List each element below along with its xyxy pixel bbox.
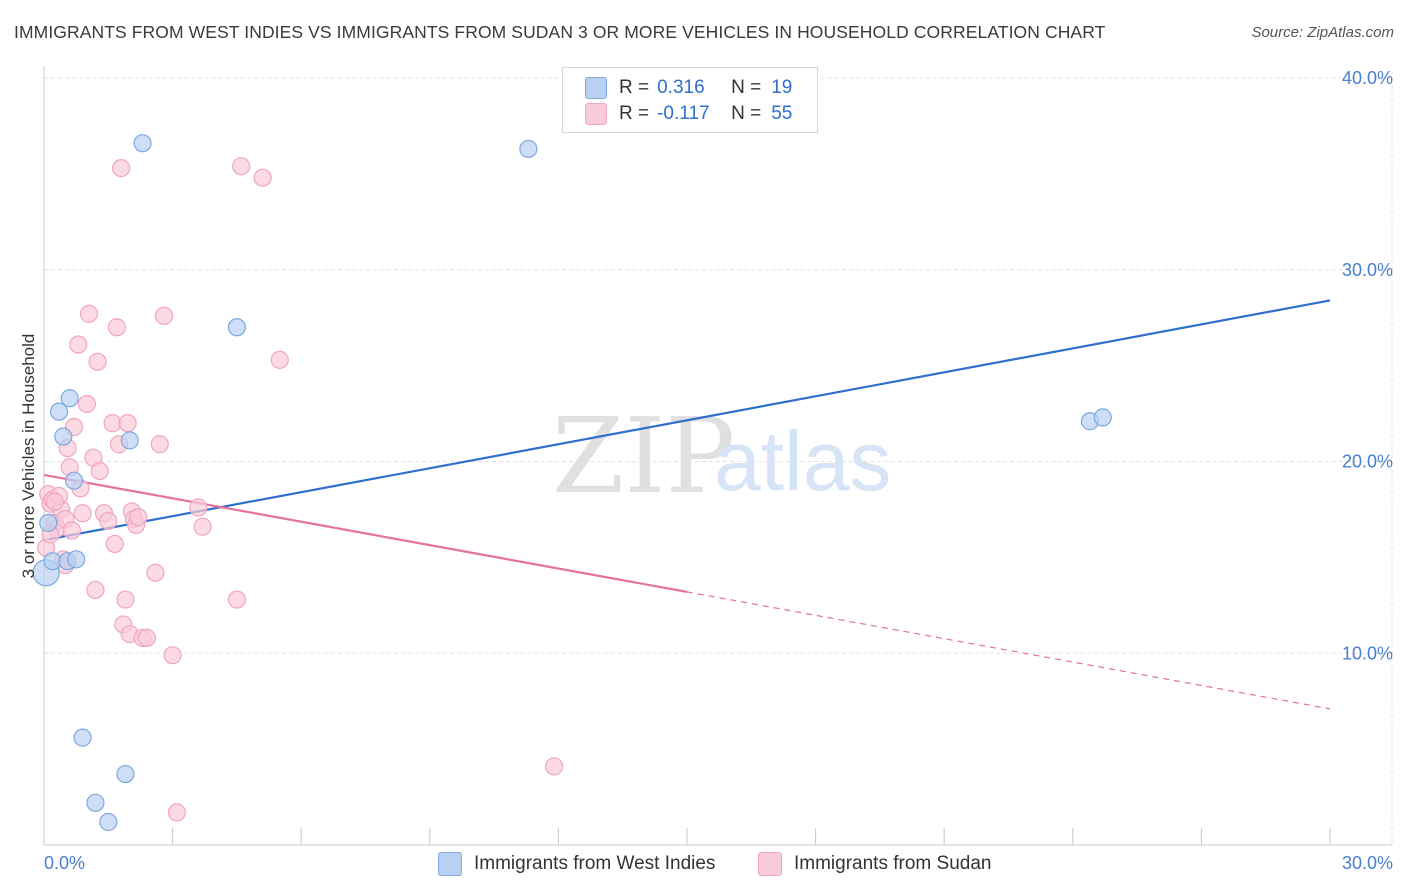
trend-line-0 [43, 299, 1331, 542]
data-point [77, 394, 96, 414]
data-point [73, 504, 92, 523]
data-point [99, 511, 118, 531]
data-point [150, 435, 169, 454]
data-point [90, 461, 109, 481]
legend-r-value: 0.316 [657, 77, 705, 98]
series-name-sudan: Immigrants from Sudan [794, 853, 992, 874]
data-point [133, 134, 152, 153]
data-point [146, 563, 165, 582]
y-axis-label: 3 or more Vehicles in Household [19, 334, 38, 579]
legend-row-sudan: R = -0.117 N = 55 [585, 102, 792, 126]
data-point [112, 159, 131, 178]
data-point [60, 389, 79, 408]
data-point [129, 508, 148, 527]
data-point [99, 812, 118, 832]
data-point [253, 168, 272, 187]
x-tick-label: 30.0% [1342, 853, 1393, 873]
trend-line-1 [43, 473, 688, 593]
series-legend-west-indies: Immigrants from West Indies [438, 852, 715, 876]
legend-row-west-indies: R = 0.316 N = 19 [585, 76, 792, 100]
data-point [107, 318, 126, 337]
data-point [519, 139, 538, 159]
data-point [137, 628, 156, 648]
data-point [64, 471, 84, 490]
series-name-west-indies: Immigrants from West Indies [474, 853, 716, 874]
grid-lines [44, 70, 1393, 845]
watermark-atlas: atlas [714, 414, 891, 508]
data-point [189, 498, 208, 517]
series-swatch-west-indies [438, 852, 462, 876]
legend-n-value: 55 [771, 103, 793, 124]
series-legend-sudan: Immigrants from Sudan [758, 852, 991, 876]
legend-swatch-west-indies [585, 77, 607, 99]
legend: R = 0.316 N = 19 R = -0.117 N = 55 [562, 67, 818, 133]
trend-line-dashed-1 [686, 591, 1331, 710]
data-point [116, 590, 135, 609]
watermark-zip: ZIP [552, 395, 735, 517]
data-point [45, 492, 64, 511]
data-point [118, 414, 137, 433]
source-credit: Source: ZipAtlas.com [1251, 24, 1394, 41]
x-tick-label: 0.0% [44, 853, 85, 873]
legend-n-label: N = [731, 77, 762, 98]
data-point [105, 534, 124, 554]
data-point [116, 764, 135, 784]
data-point [227, 318, 246, 337]
legend-n-value: 19 [771, 77, 793, 98]
data-point [54, 427, 73, 446]
y-tick-label: 30.0% [1342, 260, 1393, 280]
data-point [67, 550, 86, 569]
series-legend: Immigrants from West Indies Immigrants f… [0, 852, 1406, 878]
axes [43, 66, 1392, 846]
data-point [232, 157, 251, 176]
data-point [1093, 408, 1112, 427]
data-point [73, 728, 92, 747]
y-tick-label: 40.0% [1342, 68, 1393, 88]
data-point [167, 803, 186, 822]
data-point [86, 580, 105, 600]
data-point [86, 793, 105, 812]
y-tick-label: 20.0% [1342, 452, 1393, 472]
legend-r-value: -0.117 [657, 103, 710, 124]
data-point [154, 306, 174, 325]
data-point [88, 352, 107, 371]
trend-lines [43, 299, 1331, 710]
data-point [193, 517, 212, 536]
data-point [163, 646, 182, 665]
data-point [62, 521, 81, 540]
series-swatch-sudan [758, 852, 782, 876]
chart-title: IMMIGRANTS FROM WEST INDIES VS IMMIGRANT… [14, 22, 1106, 42]
y-tick-label: 10.0% [1342, 643, 1393, 663]
data-points [32, 134, 1112, 832]
watermark: ZIP atlas [552, 395, 891, 517]
data-point [79, 304, 99, 323]
legend-swatch-sudan [585, 103, 607, 125]
data-point [227, 590, 246, 609]
legend-r-label: R = [619, 77, 650, 98]
data-point [39, 513, 58, 532]
data-point [270, 350, 289, 369]
legend-n-label: N = [731, 103, 762, 124]
data-point [545, 757, 564, 776]
data-point [49, 402, 69, 421]
legend-r-label: R = [619, 103, 650, 124]
data-point [120, 431, 139, 450]
tick-labels: 10.0% 20.0% 30.0% 40.0% 0.0% 30.0% [44, 68, 1393, 873]
data-point [69, 335, 88, 354]
